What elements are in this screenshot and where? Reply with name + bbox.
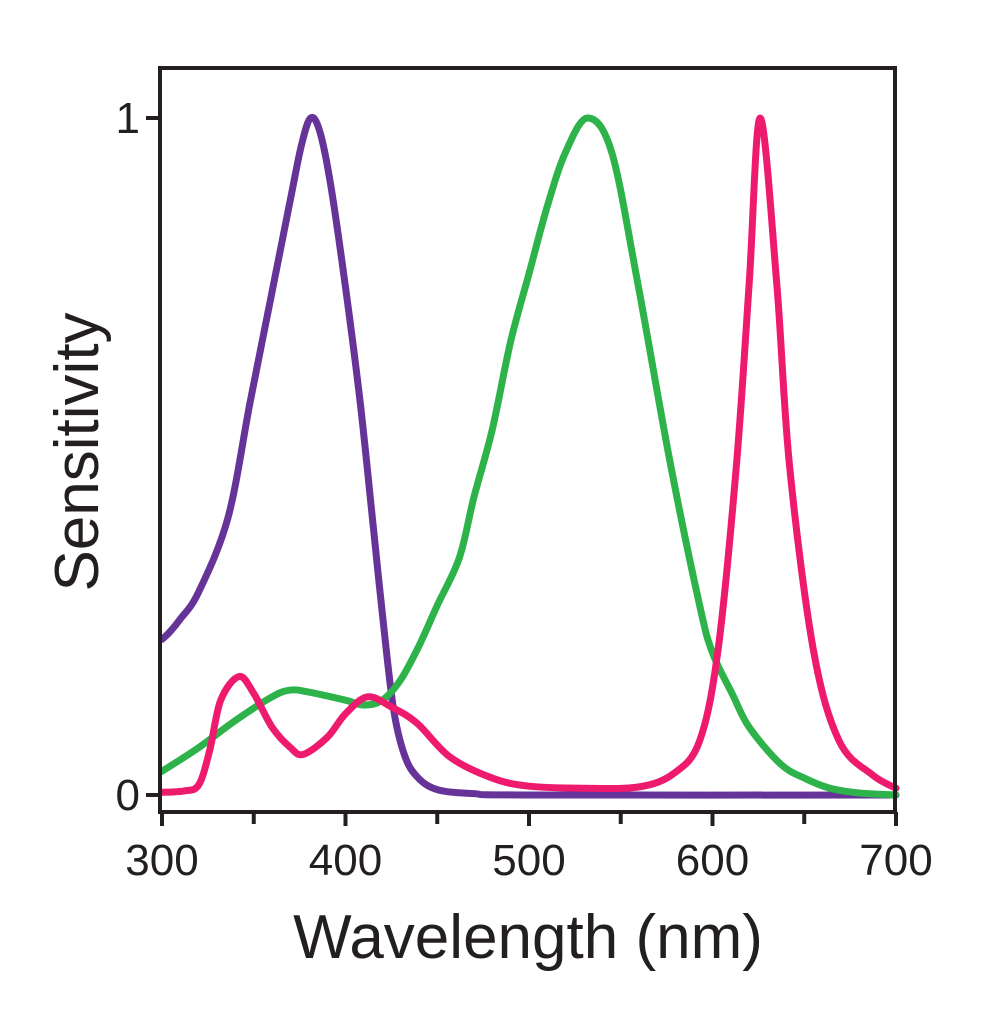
x-tick-label: 500 bbox=[492, 836, 565, 885]
x-tick-label: 300 bbox=[125, 836, 198, 885]
series-line-0 bbox=[158, 113, 900, 799]
x-tick-label: 700 bbox=[859, 836, 932, 885]
x-tick-label: 600 bbox=[676, 836, 749, 885]
y-axis-label: Sensitivity bbox=[43, 312, 112, 591]
series-line-1 bbox=[158, 114, 900, 799]
series-layer bbox=[158, 113, 900, 799]
x-tick-label: 400 bbox=[309, 836, 382, 885]
series-line-2 bbox=[158, 114, 900, 796]
x-axis-label: Wavelength (nm) bbox=[293, 903, 763, 972]
y-tick-label: 1 bbox=[116, 94, 140, 143]
y-tick-label: 0 bbox=[116, 771, 140, 820]
axes-layer: 300 400 500 600 700 0 1 bbox=[116, 94, 933, 885]
